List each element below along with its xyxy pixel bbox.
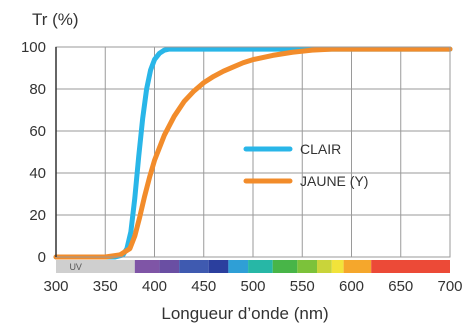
spectrum-segment-8 xyxy=(297,260,318,273)
tick-labels: 0 20 40 60 80 100 300 350 400 450 500 550 600 650 700 xyxy=(21,39,463,295)
y-axis-title: Tr (%) xyxy=(32,10,79,29)
uv-label: UV xyxy=(69,262,82,272)
spectrum-segment-6 xyxy=(248,260,273,273)
spectrum-segment-10 xyxy=(331,260,344,273)
x-tick-label-700: 700 xyxy=(437,278,462,295)
spectrum-segment-5 xyxy=(228,260,249,273)
y-tick-label-80: 80 xyxy=(29,81,46,98)
spectrum-segment-3 xyxy=(179,260,209,273)
x-axis-title: Longueur d’onde (nm) xyxy=(161,304,328,323)
series-line-1 xyxy=(53,46,453,260)
x-tick-label-650: 650 xyxy=(388,278,413,295)
chart-grid xyxy=(55,46,451,258)
chart-series xyxy=(53,46,453,260)
y-tick-label-40: 40 xyxy=(29,165,46,182)
legend-label-0: CLAIR xyxy=(300,141,341,157)
chart-frame xyxy=(55,46,451,258)
spectrum-segment-7 xyxy=(272,260,298,273)
spectrum-segment-9 xyxy=(317,260,332,273)
spectrum-segment-1 xyxy=(134,260,160,273)
x-tick-label-400: 400 xyxy=(142,278,167,295)
y-tick-label-60: 60 xyxy=(29,123,46,140)
y-tick-label-100: 100 xyxy=(21,39,46,56)
x-tick-label-450: 450 xyxy=(191,278,216,295)
spectrum-band: UV xyxy=(56,260,450,273)
x-tick-label-500: 500 xyxy=(240,278,265,295)
x-tick-label-300: 300 xyxy=(43,278,68,295)
y-tick-label-20: 20 xyxy=(29,207,46,224)
x-tick-label-350: 350 xyxy=(93,278,118,295)
spectrum-segment-4 xyxy=(208,260,229,273)
x-tick-label-550: 550 xyxy=(290,278,315,295)
chart-legend: CLAIR JAUNE (Y) xyxy=(243,141,368,189)
y-tick-label-0: 0 xyxy=(38,249,46,266)
spectrum-segment-2 xyxy=(159,260,180,273)
spectrum-segment-12 xyxy=(371,260,450,273)
x-tick-label-600: 600 xyxy=(339,278,364,295)
spectrum-segment-11 xyxy=(343,260,372,273)
legend-label-1: JAUNE (Y) xyxy=(300,173,368,189)
spectrum-segment-0 xyxy=(56,260,135,273)
